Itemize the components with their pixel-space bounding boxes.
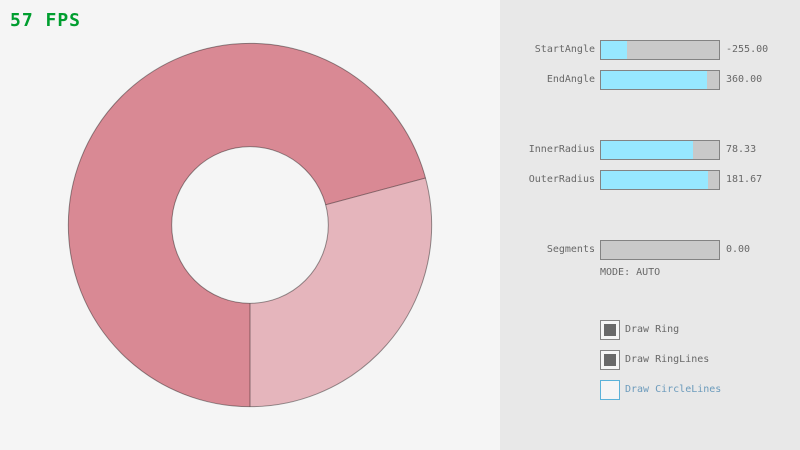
draw-circlelines-checkbox[interactable] [600,380,620,400]
check-mark-icon [604,354,616,366]
start-angle-slider[interactable] [600,40,720,60]
ring-canvas [67,42,433,408]
start-angle-value: -255.00 [726,44,769,55]
segments-slider[interactable] [600,240,720,260]
draw-ring-label: Draw Ring [625,324,680,335]
start-angle-row: StartAngle -255.00 [500,40,800,60]
start-angle-label: StartAngle [534,44,595,55]
outer-radius-value: 181.67 [726,174,763,185]
check-mark-icon [604,324,616,336]
draw-ringlines-label: Draw RingLines [625,354,710,365]
draw-ring-row: Draw Ring [600,320,800,340]
draw-circlelines-label: Draw CircleLines [625,384,722,395]
outer-radius-slider[interactable] [600,170,720,190]
controls-panel: StartAngle -255.00 EndAngle 360.00 Inner… [500,0,800,450]
segments-mode-text: MODE: AUTO [600,267,661,278]
end-angle-slider[interactable] [600,70,720,90]
draw-circlelines-row: Draw CircleLines [600,380,800,400]
outer-radius-row: OuterRadius 181.67 [500,170,800,190]
end-angle-value: 360.00 [726,74,763,85]
fps-counter: 57 FPS [10,10,82,31]
start-angle-slider-fill [601,41,627,59]
inner-radius-slider[interactable] [600,140,720,160]
end-angle-row: EndAngle 360.00 [500,70,800,90]
inner-radius-slider-fill [601,141,693,159]
outer-radius-slider-fill [601,171,708,189]
segments-label: Segments [546,244,595,255]
inner-radius-label: InnerRadius [528,144,595,155]
inner-radius-value: 78.33 [726,144,757,155]
inner-radius-row: InnerRadius 78.33 [500,140,800,160]
segments-value: 0.00 [726,244,751,255]
draw-ringlines-row: Draw RingLines [600,350,800,370]
draw-ringlines-checkbox[interactable] [600,350,620,370]
end-angle-label: EndAngle [546,74,595,85]
segments-row: Segments 0.00 [500,240,800,260]
draw-ring-checkbox[interactable] [600,320,620,340]
outer-radius-label: OuterRadius [528,174,595,185]
end-angle-slider-fill [601,71,707,89]
